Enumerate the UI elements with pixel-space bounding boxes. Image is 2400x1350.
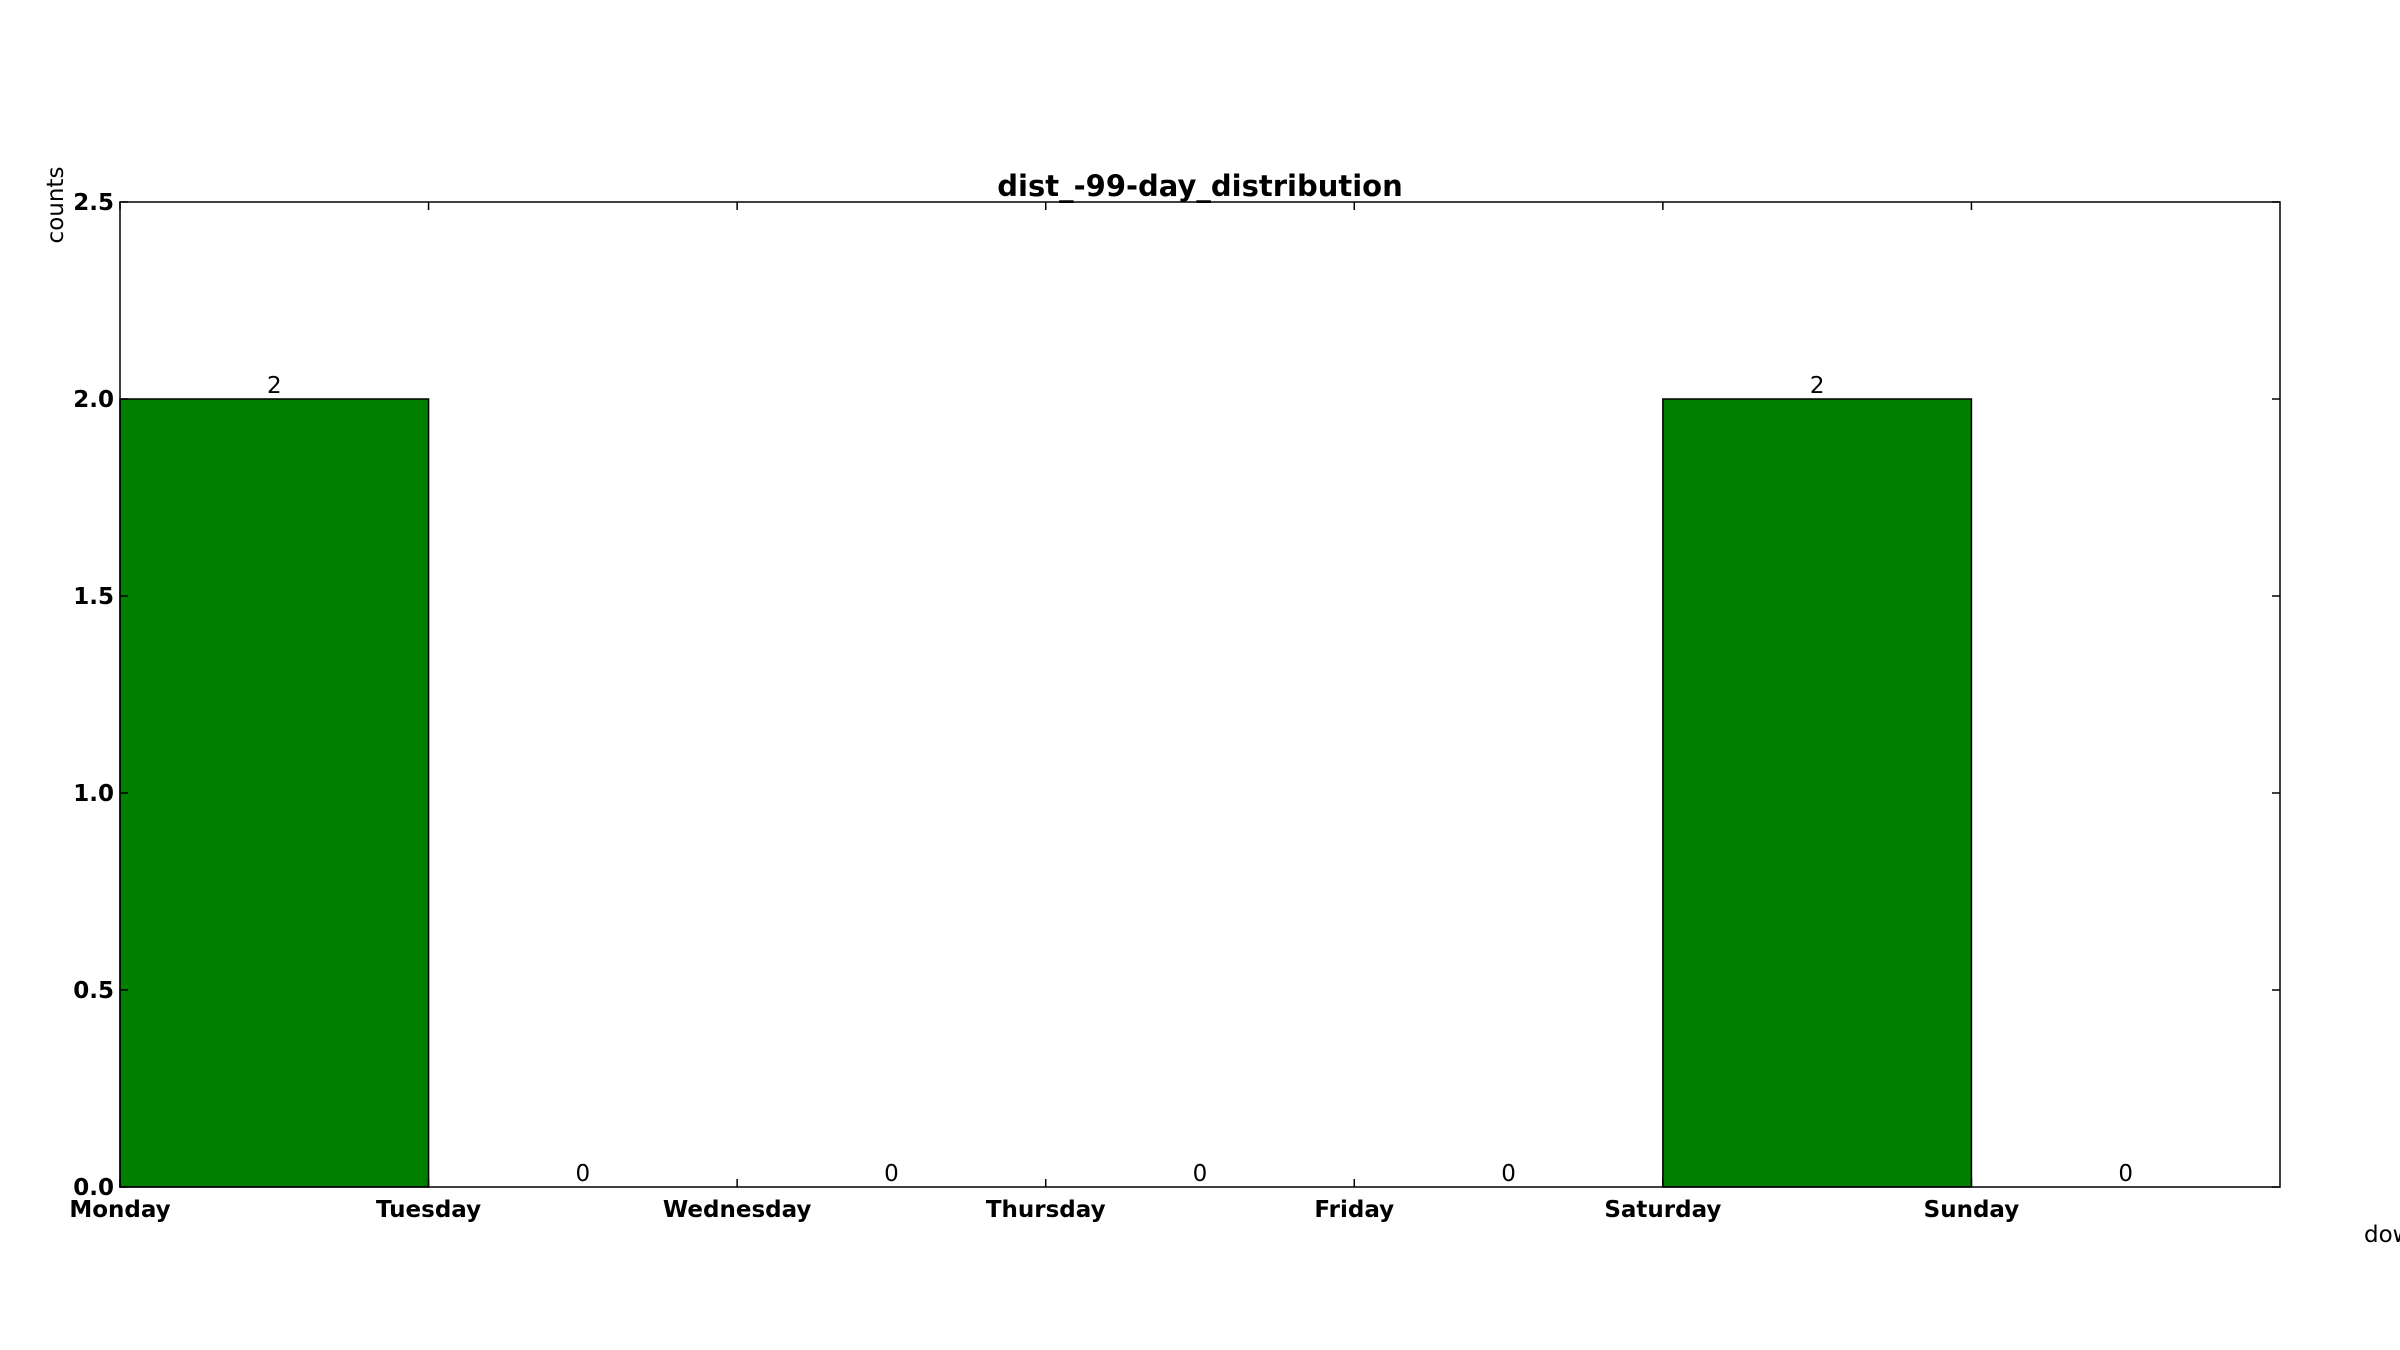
chart-title: dist_-99-day_distribution bbox=[997, 169, 1402, 203]
y-tick-label: 0.5 bbox=[73, 978, 114, 1004]
x-axis-label: dow bbox=[2364, 1222, 2400, 1248]
data-label-sunday: 0 bbox=[2118, 1161, 2133, 1187]
x-tick-label-tuesday: Tuesday bbox=[376, 1197, 481, 1223]
data-label-wednesday: 0 bbox=[884, 1161, 899, 1187]
x-tick-label-sunday: Sunday bbox=[1924, 1197, 2020, 1223]
x-tick-label-thursday: Thursday bbox=[986, 1197, 1106, 1223]
data-label-tuesday: 0 bbox=[576, 1161, 591, 1187]
x-tick-label-saturday: Saturday bbox=[1604, 1197, 1721, 1223]
data-label-monday: 2 bbox=[267, 373, 282, 399]
bar-saturday bbox=[1662, 398, 1973, 1188]
y-tick-label: 0.0 bbox=[73, 1175, 114, 1201]
bar-monday bbox=[119, 398, 430, 1188]
y-tick-label: 2.5 bbox=[73, 190, 114, 216]
y-tick-label: 1.0 bbox=[73, 781, 114, 807]
x-tick-label-wednesday: Wednesday bbox=[663, 1197, 812, 1223]
tick-labels-group: 2 0 0 0 0 2 0 Monday Tuesday Wednesday Thursday Fri… bbox=[69, 190, 2133, 1223]
y-axis-label: counts bbox=[43, 167, 69, 244]
x-tick-label-friday: Friday bbox=[1314, 1197, 1394, 1223]
data-label-saturday: 2 bbox=[1810, 373, 1825, 399]
y-tick-label: 1.5 bbox=[73, 584, 114, 610]
bars-group bbox=[119, 398, 1973, 1188]
x-tick-label-monday: Monday bbox=[69, 1197, 170, 1223]
plot-area-frame bbox=[119, 201, 2281, 1188]
data-label-friday: 0 bbox=[1501, 1161, 1516, 1187]
y-tick-label: 2.0 bbox=[73, 387, 114, 413]
data-label-thursday: 0 bbox=[1193, 1161, 1208, 1187]
